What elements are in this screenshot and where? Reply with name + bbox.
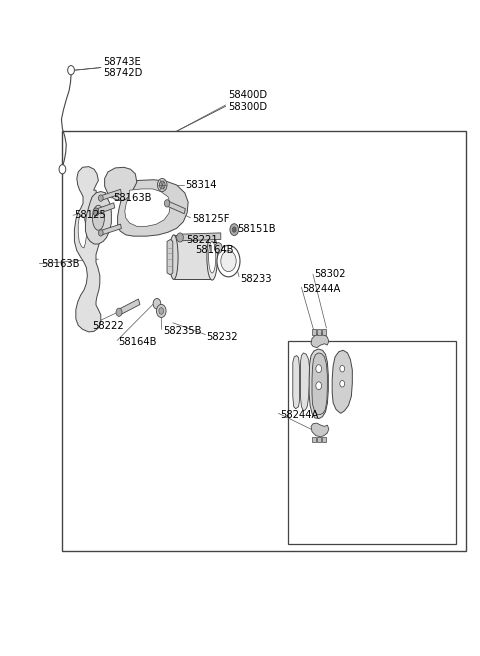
Polygon shape — [322, 329, 326, 335]
Polygon shape — [85, 192, 111, 244]
Text: 58302: 58302 — [314, 269, 346, 279]
Circle shape — [116, 308, 122, 316]
Text: 58742D: 58742D — [103, 68, 143, 79]
Polygon shape — [78, 215, 86, 248]
Circle shape — [177, 233, 183, 242]
Circle shape — [93, 208, 99, 216]
Text: 58233: 58233 — [240, 274, 272, 284]
Polygon shape — [100, 190, 121, 200]
Ellipse shape — [169, 235, 178, 279]
Circle shape — [340, 380, 345, 387]
Polygon shape — [293, 356, 300, 409]
Text: 58222: 58222 — [93, 321, 124, 331]
Text: 58164B: 58164B — [119, 337, 157, 347]
Circle shape — [316, 365, 322, 373]
Text: 58400D: 58400D — [228, 90, 267, 100]
Polygon shape — [118, 299, 140, 315]
Polygon shape — [317, 437, 321, 442]
Polygon shape — [74, 167, 101, 332]
Text: 58125F: 58125F — [192, 214, 229, 224]
Circle shape — [93, 208, 99, 216]
Polygon shape — [312, 329, 316, 335]
Text: 58300D: 58300D — [228, 102, 267, 112]
Text: 58743E: 58743E — [103, 56, 141, 67]
Circle shape — [215, 243, 222, 253]
Circle shape — [164, 199, 170, 207]
Text: 58221: 58221 — [186, 235, 218, 245]
Polygon shape — [312, 437, 316, 442]
Circle shape — [221, 251, 236, 272]
Polygon shape — [125, 189, 170, 226]
Circle shape — [159, 308, 164, 314]
Polygon shape — [322, 437, 326, 442]
Ellipse shape — [208, 241, 216, 273]
Text: 58164B: 58164B — [195, 245, 233, 255]
Circle shape — [68, 66, 74, 75]
Bar — [62, 131, 466, 551]
Circle shape — [59, 165, 66, 174]
Circle shape — [157, 178, 167, 192]
Circle shape — [159, 181, 165, 189]
Circle shape — [217, 245, 240, 277]
Circle shape — [98, 195, 103, 201]
Ellipse shape — [92, 205, 104, 230]
Circle shape — [232, 227, 236, 232]
Polygon shape — [96, 203, 115, 215]
Text: 58163B: 58163B — [113, 193, 151, 203]
Polygon shape — [332, 350, 352, 413]
Polygon shape — [311, 423, 329, 437]
Polygon shape — [100, 224, 121, 235]
Polygon shape — [309, 349, 328, 419]
Polygon shape — [311, 333, 329, 348]
Ellipse shape — [207, 234, 217, 280]
Circle shape — [98, 230, 103, 236]
Polygon shape — [167, 201, 185, 214]
Circle shape — [156, 304, 166, 318]
Polygon shape — [167, 239, 173, 275]
Polygon shape — [312, 353, 327, 415]
Polygon shape — [317, 329, 321, 335]
Polygon shape — [118, 180, 188, 236]
Circle shape — [316, 382, 322, 390]
Bar — [288, 341, 456, 544]
Polygon shape — [180, 233, 221, 241]
Circle shape — [230, 224, 239, 236]
Text: 58125: 58125 — [74, 210, 106, 220]
Bar — [174, 235, 212, 279]
Circle shape — [153, 298, 161, 309]
Text: 58232: 58232 — [206, 331, 238, 342]
Circle shape — [340, 365, 345, 372]
Text: 58235B: 58235B — [163, 325, 202, 336]
Polygon shape — [105, 167, 137, 201]
Polygon shape — [300, 353, 310, 411]
Text: 58244A: 58244A — [302, 283, 341, 294]
Text: 58163B: 58163B — [41, 258, 79, 269]
Text: 58244A: 58244A — [280, 409, 318, 420]
Text: 58314: 58314 — [185, 180, 216, 190]
Text: 58151B: 58151B — [238, 224, 276, 234]
